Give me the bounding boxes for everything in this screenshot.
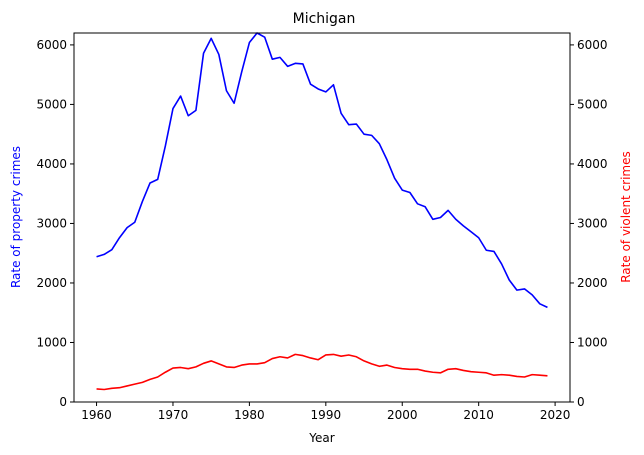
x-tick-label: 1980 xyxy=(234,408,265,422)
x-tick-label: 1970 xyxy=(158,408,189,422)
x-tick-label: 1960 xyxy=(81,408,112,422)
y-left-tick-label: 2000 xyxy=(36,276,67,290)
y-right-tick-label: 5000 xyxy=(577,97,608,111)
y-right-tick-label: 2000 xyxy=(577,276,608,290)
x-tick-label: 2010 xyxy=(463,408,494,422)
y-right-tick-label: 3000 xyxy=(577,216,608,230)
y-right-tick-label: 6000 xyxy=(577,38,608,52)
y-right-tick-label: 4000 xyxy=(577,157,608,171)
y-axis-left-label: Rate of property crimes xyxy=(9,146,23,288)
x-tick-label: 2020 xyxy=(540,408,571,422)
y-axis-left: 0 1000 2000 3000 4000 5000 6000 xyxy=(36,38,74,409)
chart-title: Michigan xyxy=(293,11,356,27)
y-right-tick-label: 0 xyxy=(577,395,585,409)
y-left-tick-label: 1000 xyxy=(36,335,67,349)
x-tick-label: 1990 xyxy=(311,408,342,422)
plot-frame xyxy=(73,32,571,403)
y-left-tick-label: 4000 xyxy=(36,157,67,171)
x-axis: 1960 1970 1980 1990 2000 2010 2020 xyxy=(81,402,570,422)
property-crimes-line xyxy=(96,32,548,309)
x-axis-label: Year xyxy=(308,431,334,445)
y-axis-right-label: Rate of violent crimes xyxy=(619,151,633,283)
violent-crimes-line xyxy=(96,353,548,391)
y-left-tick-label: 3000 xyxy=(36,216,67,230)
y-left-tick-label: 6000 xyxy=(36,38,67,52)
y-left-tick-label: 5000 xyxy=(36,97,67,111)
series-layer xyxy=(96,32,548,391)
y-right-tick-label: 1000 xyxy=(577,335,608,349)
x-tick-label: 2000 xyxy=(387,408,418,422)
y-axis-right: 0 1000 2000 3000 4000 5000 6000 xyxy=(570,38,608,409)
y-left-tick-label: 0 xyxy=(59,395,67,409)
